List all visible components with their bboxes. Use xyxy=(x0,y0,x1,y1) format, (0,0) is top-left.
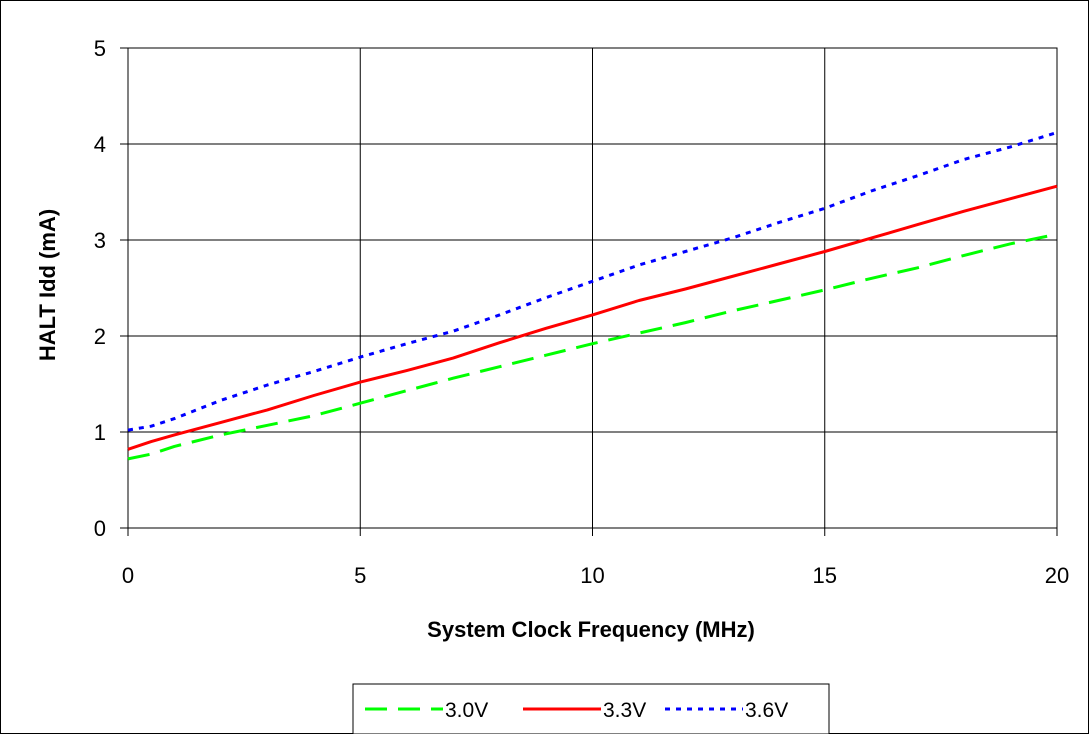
x-tick-label: 0 xyxy=(122,563,134,588)
series-line-3.0V xyxy=(127,232,1058,461)
axis-ticks: 0 1 2 3 4 5 0 5 10 15 20 xyxy=(94,36,1069,588)
x-tick-label: 10 xyxy=(580,563,604,588)
legend-label-3.3V: 3.3V xyxy=(603,699,646,722)
series-lines xyxy=(127,131,1058,461)
y-tick-label: 1 xyxy=(94,420,106,445)
legend-items: 3.0V 3.3V 3.6V xyxy=(365,699,788,722)
x-tick-label: 5 xyxy=(354,563,366,588)
legend-label-3.6V: 3.6V xyxy=(745,699,788,722)
y-tick-label: 2 xyxy=(94,324,106,349)
y-tick-label: 3 xyxy=(94,228,106,253)
x-axis-title: System Clock Frequency (MHz) xyxy=(427,617,755,642)
series-line-3.3V xyxy=(127,184,1058,451)
y-tick-label: 5 xyxy=(94,36,106,61)
y-tick-label: 4 xyxy=(94,132,106,157)
x-tick-label: 15 xyxy=(813,563,837,588)
series-line-3.6V xyxy=(127,131,1058,432)
y-tick-label: 0 xyxy=(94,516,106,541)
legend-label-3.0V: 3.0V xyxy=(445,699,488,722)
y-axis-title: HALT Idd (mA) xyxy=(35,209,60,361)
x-tick-label: 20 xyxy=(1045,563,1069,588)
legend: 3.0V 3.3V 3.6V xyxy=(352,683,830,735)
